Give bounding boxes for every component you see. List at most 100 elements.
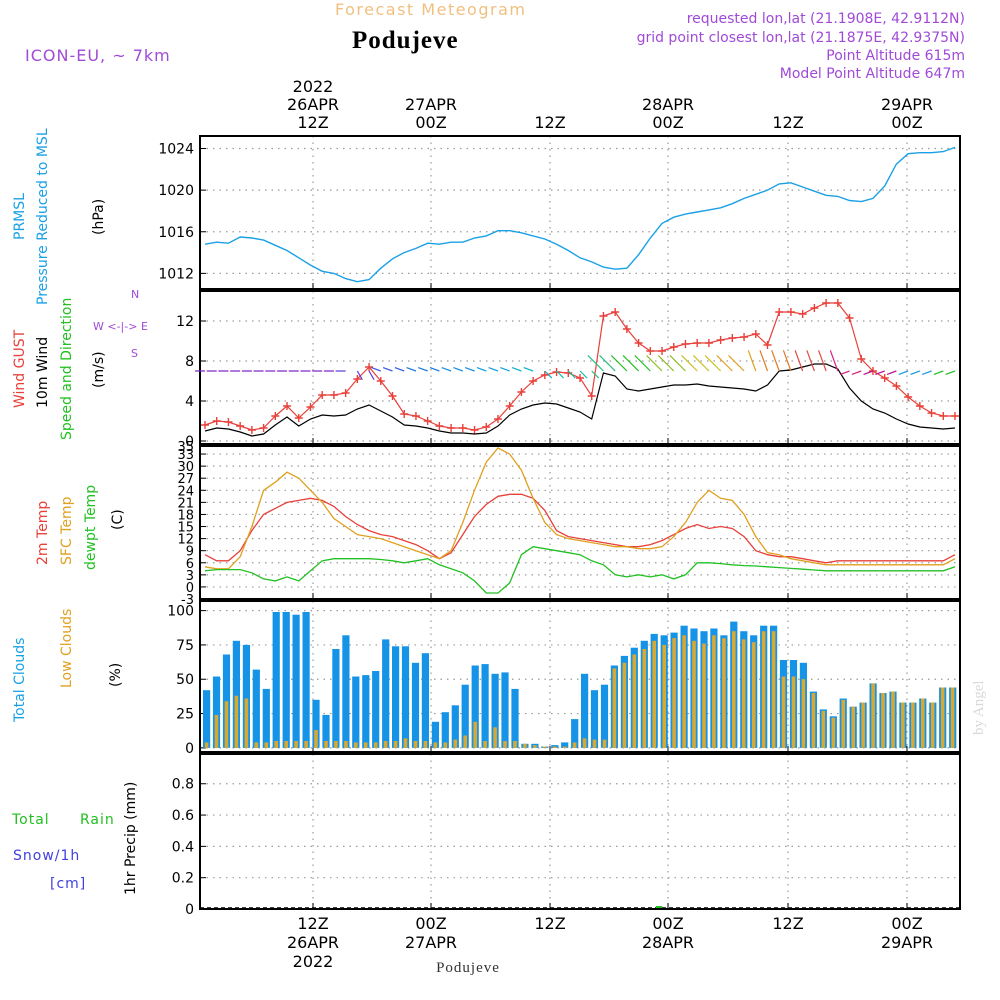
wind-arrow-38	[622, 355, 640, 372]
gust-marker-27	[517, 388, 526, 396]
gust-marker-42	[693, 339, 702, 347]
cloud-low-bar-0	[204, 742, 209, 748]
gust-marker-62	[927, 409, 936, 417]
ytick-label-p4-2: 0.4	[172, 839, 194, 855]
wind-arrow-54	[818, 350, 827, 372]
cloud-low-bar-52	[722, 638, 726, 748]
ytick-label-p2-13: 35	[177, 440, 194, 455]
ytick-label-p0-0: 1012	[158, 266, 194, 282]
label-cm: [cm]	[50, 876, 86, 892]
gust-marker-28	[529, 377, 538, 385]
gust-marker-52	[810, 304, 819, 312]
cloud-low-bar-21	[413, 741, 418, 748]
wind-arrow-40	[646, 355, 663, 372]
cloud-total-bar-17	[372, 671, 380, 748]
ytick-label-p2-6: 15	[177, 521, 194, 536]
wind-arrow-29	[523, 367, 534, 372]
gust-marker-12	[341, 389, 350, 397]
top-date-0: 26APR	[287, 95, 339, 114]
gust-marker-33	[587, 392, 596, 400]
cloud-low-bar-60	[801, 679, 806, 748]
wind-arrow-21	[429, 367, 440, 372]
cloud-low-bar-27	[473, 721, 477, 748]
series-sfc	[204, 447, 956, 570]
plots: 101210161020102404812-303691215182124273…	[158, 77, 961, 971]
gust-marker-2	[224, 418, 233, 426]
cloud-low-bar-69	[891, 691, 895, 748]
cloud-low-bar-59	[791, 676, 796, 748]
bottom-year-0: 2022	[293, 952, 334, 971]
cloud-low-bar-74	[940, 687, 945, 748]
ytick-label-p1-0: 0	[185, 434, 194, 450]
cloud-low-bar-65	[851, 706, 855, 748]
cloud-low-bar-4	[244, 698, 249, 748]
gust-marker-49	[775, 308, 784, 316]
cloud-total-bar-36	[561, 742, 569, 748]
wind-arrow-28	[511, 367, 522, 372]
ytick-label-p3-2: 50	[176, 672, 194, 688]
cloud-low-bar-54	[741, 639, 746, 748]
ytick-label-p3-1: 25	[176, 707, 194, 723]
ytick-label-p2-5: 12	[177, 533, 194, 548]
top-date-3: 28APR	[642, 95, 694, 114]
gust-marker-3	[236, 422, 245, 430]
wind-arrow-42	[669, 355, 686, 372]
cloud-total-bar-24	[441, 712, 449, 748]
ytick-label-p1-1: 4	[185, 394, 194, 410]
gust-marker-8	[294, 414, 303, 422]
label-total-clouds: Total Clouds	[12, 638, 28, 723]
panel-frame-0	[199, 135, 961, 290]
cloud-low-bar-3	[234, 695, 239, 748]
ytick-label-p2-9: 24	[177, 484, 194, 499]
bottom-date-0: 26APR	[287, 933, 339, 952]
gust-marker-50	[786, 308, 795, 316]
gust-marker-47	[751, 330, 760, 338]
cloud-total-bar-30	[501, 672, 509, 748]
wind-arrow-35	[587, 355, 604, 372]
cloud-total-bar-10	[302, 612, 310, 748]
cloud-low-bar-10	[304, 741, 308, 748]
cloud-total-bar-31	[511, 688, 519, 748]
wind-arrow-37	[610, 355, 628, 372]
wind-arrow-51	[782, 350, 792, 372]
cloud-low-bar-37	[572, 742, 577, 748]
cloud-total-bar-12	[322, 714, 330, 748]
cloud-low-bar-34	[543, 746, 547, 748]
gust-marker-39	[658, 347, 667, 355]
cloud-low-bar-30	[503, 741, 507, 748]
cloud-low-bar-5	[254, 742, 259, 748]
ytick-label-p0-2: 1020	[158, 183, 194, 199]
cloud-low-bar-32	[523, 743, 527, 748]
wind-arrow-24	[464, 367, 475, 372]
wind-arrow-62	[910, 370, 921, 375]
cloud-low-bar-45	[652, 640, 656, 748]
station-title: Podujeve	[352, 27, 459, 54]
gust-marker-13	[353, 375, 362, 383]
grid-point-coords: grid point closest lon,lat (21.1875E, 42…	[637, 30, 965, 46]
label-pct: (%)	[108, 663, 124, 687]
cloud-low-bar-11	[314, 730, 318, 748]
gust-marker-51	[798, 310, 807, 318]
wind-arrow-30	[544, 370, 553, 379]
ytick-label-p4-4: 0.8	[172, 777, 194, 793]
gust-marker-29	[540, 371, 549, 379]
panel-frame-2	[199, 445, 961, 600]
cloud-total-bar-0	[203, 690, 211, 748]
ytick-label-p4-3: 0.6	[172, 808, 194, 824]
top-date-1: 27APR	[405, 95, 457, 114]
cloud-low-bar-49	[692, 640, 696, 748]
cloud-low-bar-33	[533, 745, 537, 748]
cloud-total-bar-8	[282, 612, 290, 748]
gust-marker-37	[634, 339, 643, 347]
label-sfc: SFC Temp	[59, 496, 75, 565]
wind-arrow-57	[851, 370, 862, 375]
wind-arrow-48	[747, 350, 757, 372]
cloud-total-bar-6	[262, 688, 270, 748]
gust-marker-26	[505, 402, 514, 410]
wind-arrow-20	[418, 367, 428, 372]
wind-arrow-22	[441, 367, 452, 372]
ytick-label-p3-3: 75	[176, 638, 194, 654]
gust-marker-34	[599, 312, 608, 320]
label-rain: Rain	[80, 812, 115, 828]
gust-marker-44	[716, 336, 725, 344]
